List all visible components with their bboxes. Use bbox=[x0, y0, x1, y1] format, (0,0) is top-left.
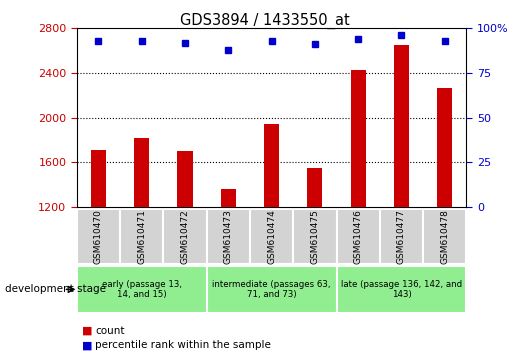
Bar bbox=[437, 87, 452, 341]
Text: GSM610476: GSM610476 bbox=[354, 209, 363, 264]
Text: percentile rank within the sample: percentile rank within the sample bbox=[95, 340, 271, 350]
Bar bbox=[337, 209, 380, 264]
Text: early (passage 13,
14, and 15): early (passage 13, 14, and 15) bbox=[102, 280, 182, 299]
Bar bbox=[351, 70, 366, 341]
Bar bbox=[178, 151, 192, 341]
Bar bbox=[264, 124, 279, 341]
Text: GSM610477: GSM610477 bbox=[397, 209, 406, 264]
Bar bbox=[91, 150, 106, 341]
Bar bbox=[120, 209, 163, 264]
Text: GSM610474: GSM610474 bbox=[267, 209, 276, 264]
Text: GSM610470: GSM610470 bbox=[94, 209, 103, 264]
Bar bbox=[394, 45, 409, 341]
Bar bbox=[337, 266, 466, 313]
Bar bbox=[163, 209, 207, 264]
Text: ■: ■ bbox=[82, 326, 93, 336]
Text: development stage: development stage bbox=[5, 284, 107, 295]
Bar bbox=[307, 168, 322, 341]
Bar bbox=[207, 266, 337, 313]
Bar bbox=[293, 209, 337, 264]
Text: GSM610471: GSM610471 bbox=[137, 209, 146, 264]
Bar bbox=[134, 138, 149, 341]
Bar bbox=[77, 209, 120, 264]
Text: GSM610473: GSM610473 bbox=[224, 209, 233, 264]
Text: late (passage 136, 142, and
143): late (passage 136, 142, and 143) bbox=[341, 280, 462, 299]
Bar bbox=[221, 189, 236, 341]
Bar bbox=[77, 266, 207, 313]
Bar bbox=[423, 209, 466, 264]
Text: intermediate (passages 63,
71, and 73): intermediate (passages 63, 71, and 73) bbox=[213, 280, 331, 299]
Bar bbox=[380, 209, 423, 264]
Text: ■: ■ bbox=[82, 340, 93, 350]
Text: GDS3894 / 1433550_at: GDS3894 / 1433550_at bbox=[180, 12, 350, 29]
Bar bbox=[207, 209, 250, 264]
Bar bbox=[250, 209, 293, 264]
Text: count: count bbox=[95, 326, 125, 336]
Text: GSM610472: GSM610472 bbox=[181, 209, 190, 264]
Text: GSM610478: GSM610478 bbox=[440, 209, 449, 264]
Text: GSM610475: GSM610475 bbox=[311, 209, 320, 264]
